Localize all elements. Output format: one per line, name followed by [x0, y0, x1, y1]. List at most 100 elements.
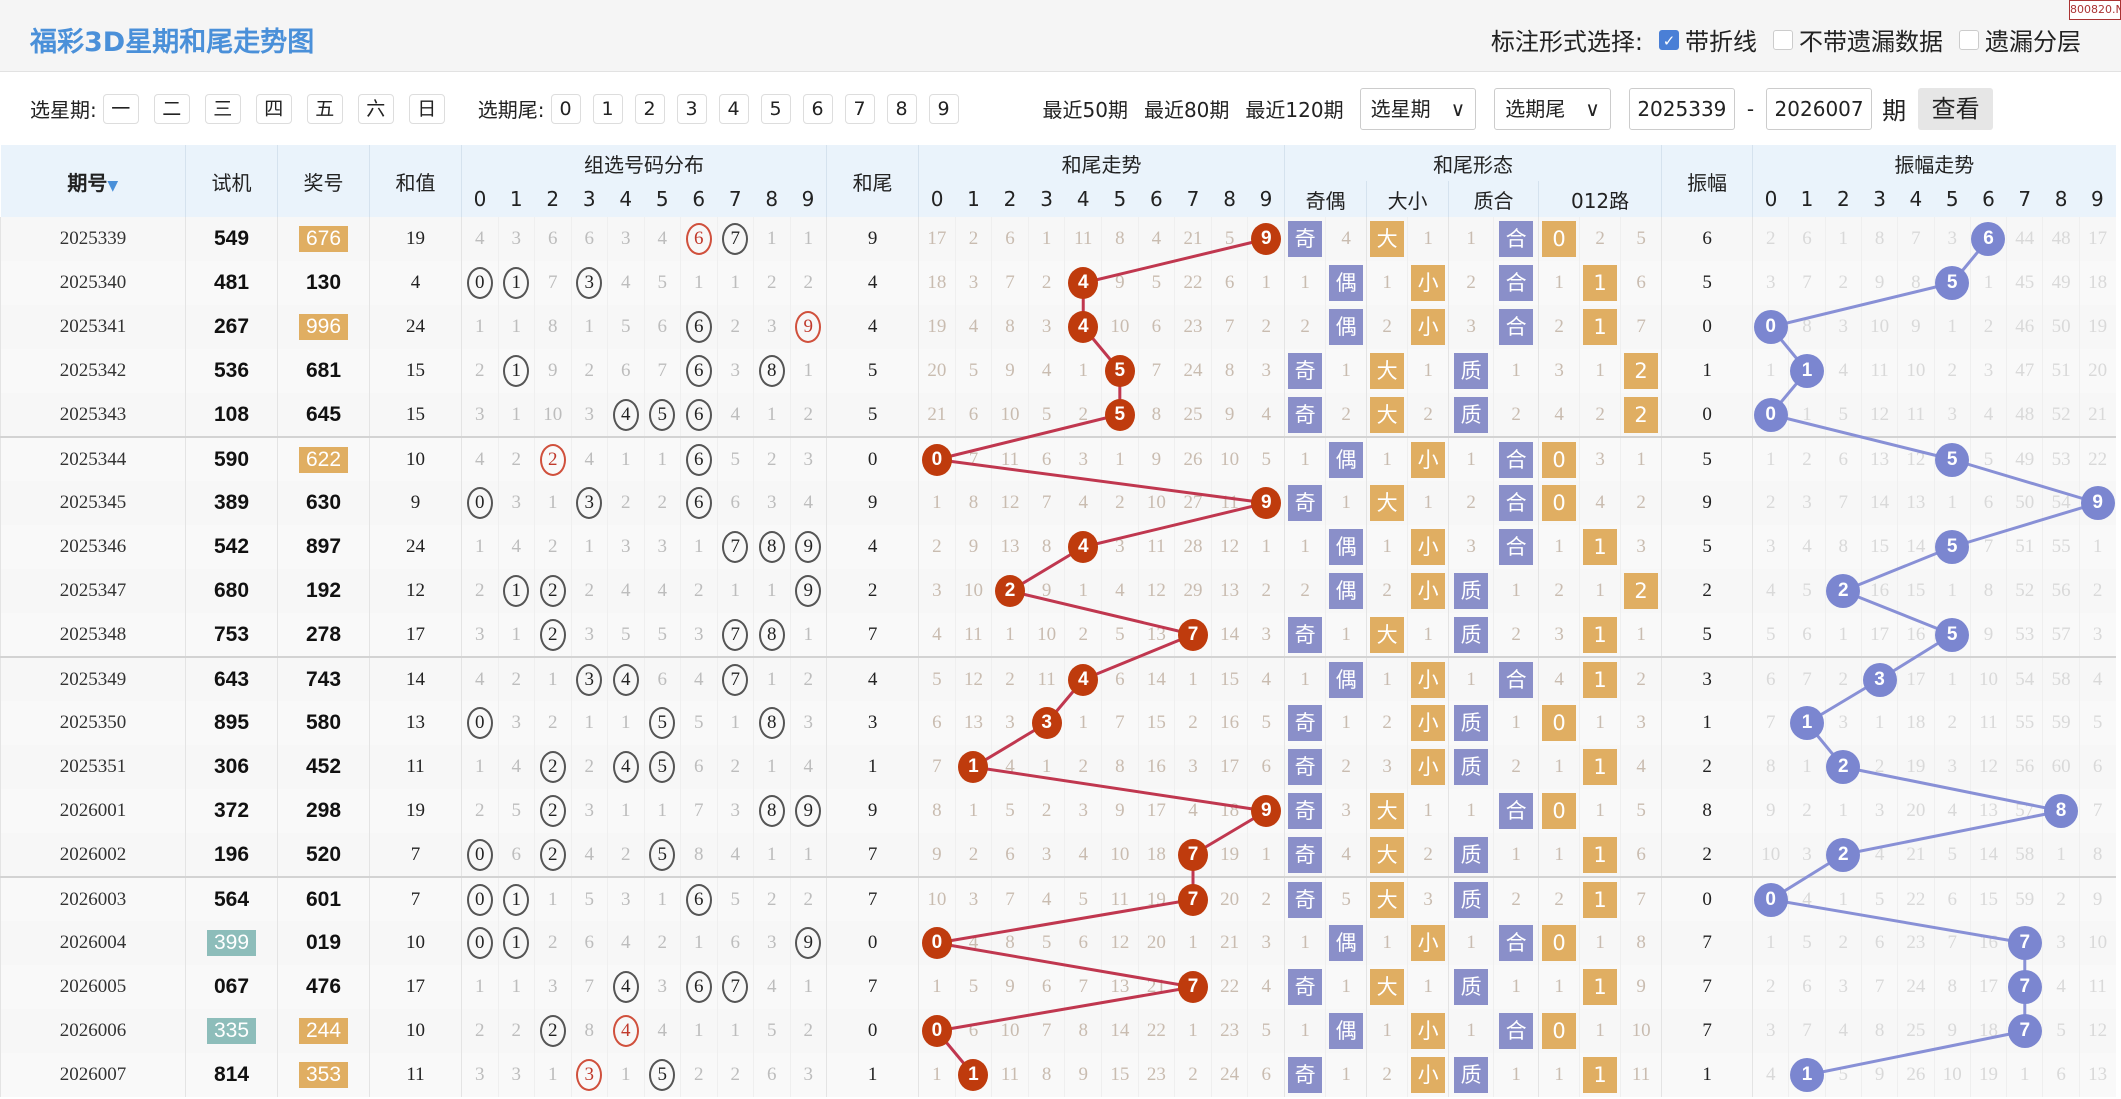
checkbox-with-line[interactable]: ✓ [1659, 29, 1679, 50]
tail-button-2[interactable]: 2 [634, 93, 665, 124]
col-group: 组选号码分布 [460, 145, 827, 181]
form-badge: 奇 [1288, 1057, 1323, 1093]
amp-trend-cell: 11 [1860, 349, 1898, 393]
from-issue-input[interactable]: 2025339 [1628, 87, 1735, 130]
tail-trend-cell: 8 [1210, 349, 1248, 393]
amp-cell: 2 [1661, 569, 1753, 613]
tail-button-5[interactable]: 5 [760, 93, 791, 124]
tail-trend-cell: 22 [1174, 261, 1212, 305]
hit-circle: 5 [649, 707, 676, 739]
group-cell: 1 [680, 525, 717, 569]
tail-button-9[interactable]: 9 [928, 93, 959, 124]
group-cell: 8 [753, 349, 790, 393]
option-label[interactable]: 遗漏分层 [1985, 28, 2081, 56]
select-week-dropdown[interactable]: 选星期 ∨ [1359, 87, 1477, 130]
tail-trend-cell: 1 [1174, 921, 1212, 965]
prize-number: 278 [305, 622, 342, 646]
tail-trend-cell: 3 [1247, 613, 1285, 657]
week-button-4[interactable]: 五 [306, 93, 343, 124]
sum-cell: 24 [369, 525, 462, 569]
week-button-3[interactable]: 四 [255, 93, 292, 124]
sum-cell: 7 [369, 833, 462, 877]
amp-trend-cell: 3 [1860, 656, 1898, 701]
select-tail-dropdown[interactable]: 选期尾 ∨ [1494, 87, 1611, 130]
group-cell: 8 [753, 701, 790, 745]
tail-button-4[interactable]: 4 [718, 93, 749, 124]
form-pc-cell: 1 [1448, 789, 1494, 833]
form-badge: 奇 [1288, 221, 1323, 257]
tail-cell: 4 [826, 261, 919, 305]
form-oe-cell: 2 [1284, 305, 1326, 349]
tail-button-7[interactable]: 7 [844, 93, 875, 124]
amp-cell: 6 [1661, 217, 1753, 261]
to-issue-input[interactable]: 2026007 [1766, 87, 1873, 130]
tail-button-6[interactable]: 6 [802, 93, 833, 124]
sort-desc-icon[interactable]: ▼ [107, 177, 119, 194]
test-number: 753 [213, 622, 250, 646]
amp-ball: 1 [1790, 354, 1824, 388]
hit-circle: 8 [758, 531, 785, 563]
tail-trend-cell: 0 [918, 1009, 956, 1053]
route-012-cell: 3 [1579, 436, 1621, 481]
week-button-6[interactable]: 日 [408, 93, 445, 124]
tail-trend-cell: 1 [1247, 261, 1285, 305]
issue-cell: 2025345 [0, 481, 186, 525]
tail-button-0[interactable]: 0 [550, 93, 581, 124]
checkbox-no-miss-data[interactable] [1773, 29, 1793, 50]
group-cell: 3 [789, 701, 827, 745]
week-button-5[interactable]: 六 [357, 93, 394, 124]
prize-cell: 452 [277, 745, 370, 789]
test-cell: 753 [185, 613, 278, 657]
group-cell: 3 [716, 789, 754, 833]
col-issue[interactable]: 期号▼ [0, 145, 186, 217]
tail-trend-cell: 5 [1137, 261, 1175, 305]
tail-ball: 4 [1068, 663, 1099, 696]
checkbox-miss-layer[interactable] [1959, 29, 1979, 50]
amp-ball: 2 [1826, 837, 1861, 872]
prize-number: 622 [298, 446, 349, 473]
tail-trend-cell: 11 [1027, 656, 1065, 701]
amp-trend-cell: 5 [1860, 876, 1898, 921]
form-oe-cell: 奇 [1284, 349, 1326, 393]
amp-trend-cell: 2 [2042, 876, 2080, 921]
tail-ball: 3 [1031, 707, 1062, 739]
group-cell: 9 [789, 525, 827, 569]
form-bs-cell: 1 [1366, 1009, 1408, 1053]
form-oe-cell: 偶 [1325, 656, 1367, 701]
week-button-2[interactable]: 三 [204, 93, 241, 124]
recent-80-link[interactable]: 最近80期 [1143, 98, 1230, 122]
tail-button-8[interactable]: 8 [886, 93, 917, 124]
group-cell: 2 [461, 789, 498, 833]
form-badge: 大 [1370, 485, 1405, 521]
tail-trend-cell: 9 [918, 833, 956, 877]
week-button-1[interactable]: 二 [153, 93, 190, 124]
view-button[interactable]: 查看 [1918, 87, 1994, 130]
prize-number: 019 [305, 931, 342, 954]
test-cell: 542 [185, 525, 278, 569]
form-badge: 合 [1499, 265, 1534, 301]
option-label[interactable]: 带折线 [1685, 28, 1757, 56]
amp-trend-cell: 59 [2042, 701, 2080, 745]
recent-50-link[interactable]: 最近50期 [1042, 98, 1128, 122]
route-012-cell: 4 [1538, 393, 1580, 437]
amp-trend-cell: 7 [1969, 525, 2007, 569]
tail-button-3[interactable]: 3 [676, 93, 707, 124]
amp-ball: 5 [1935, 530, 1970, 564]
option-label[interactable]: 不带遗漏数据 [1799, 28, 1943, 56]
form-oe-cell: 1 [1284, 921, 1326, 965]
hit-circle: 7 [722, 223, 749, 255]
recent-120-link[interactable]: 最近120期 [1245, 98, 1344, 122]
form-oe-cell: 5 [1325, 876, 1367, 921]
sum-cell: 12 [369, 569, 462, 613]
amp-trend-cell: 6 [1752, 656, 1789, 701]
week-button-0[interactable]: 一 [102, 93, 139, 124]
tail-trend-cell: 5 [1101, 613, 1139, 657]
form-badge: 小 [1411, 925, 1446, 961]
amp-trend-cell: 1 [1788, 393, 1826, 437]
test-number: 335 [206, 1018, 257, 1044]
form-badge: 偶 [1329, 309, 1364, 345]
tail-button-1[interactable]: 1 [592, 93, 623, 124]
group-cell: 6 [680, 965, 717, 1009]
issue-cell: 2025346 [0, 525, 186, 569]
amp-ball: 7 [2007, 970, 2042, 1004]
